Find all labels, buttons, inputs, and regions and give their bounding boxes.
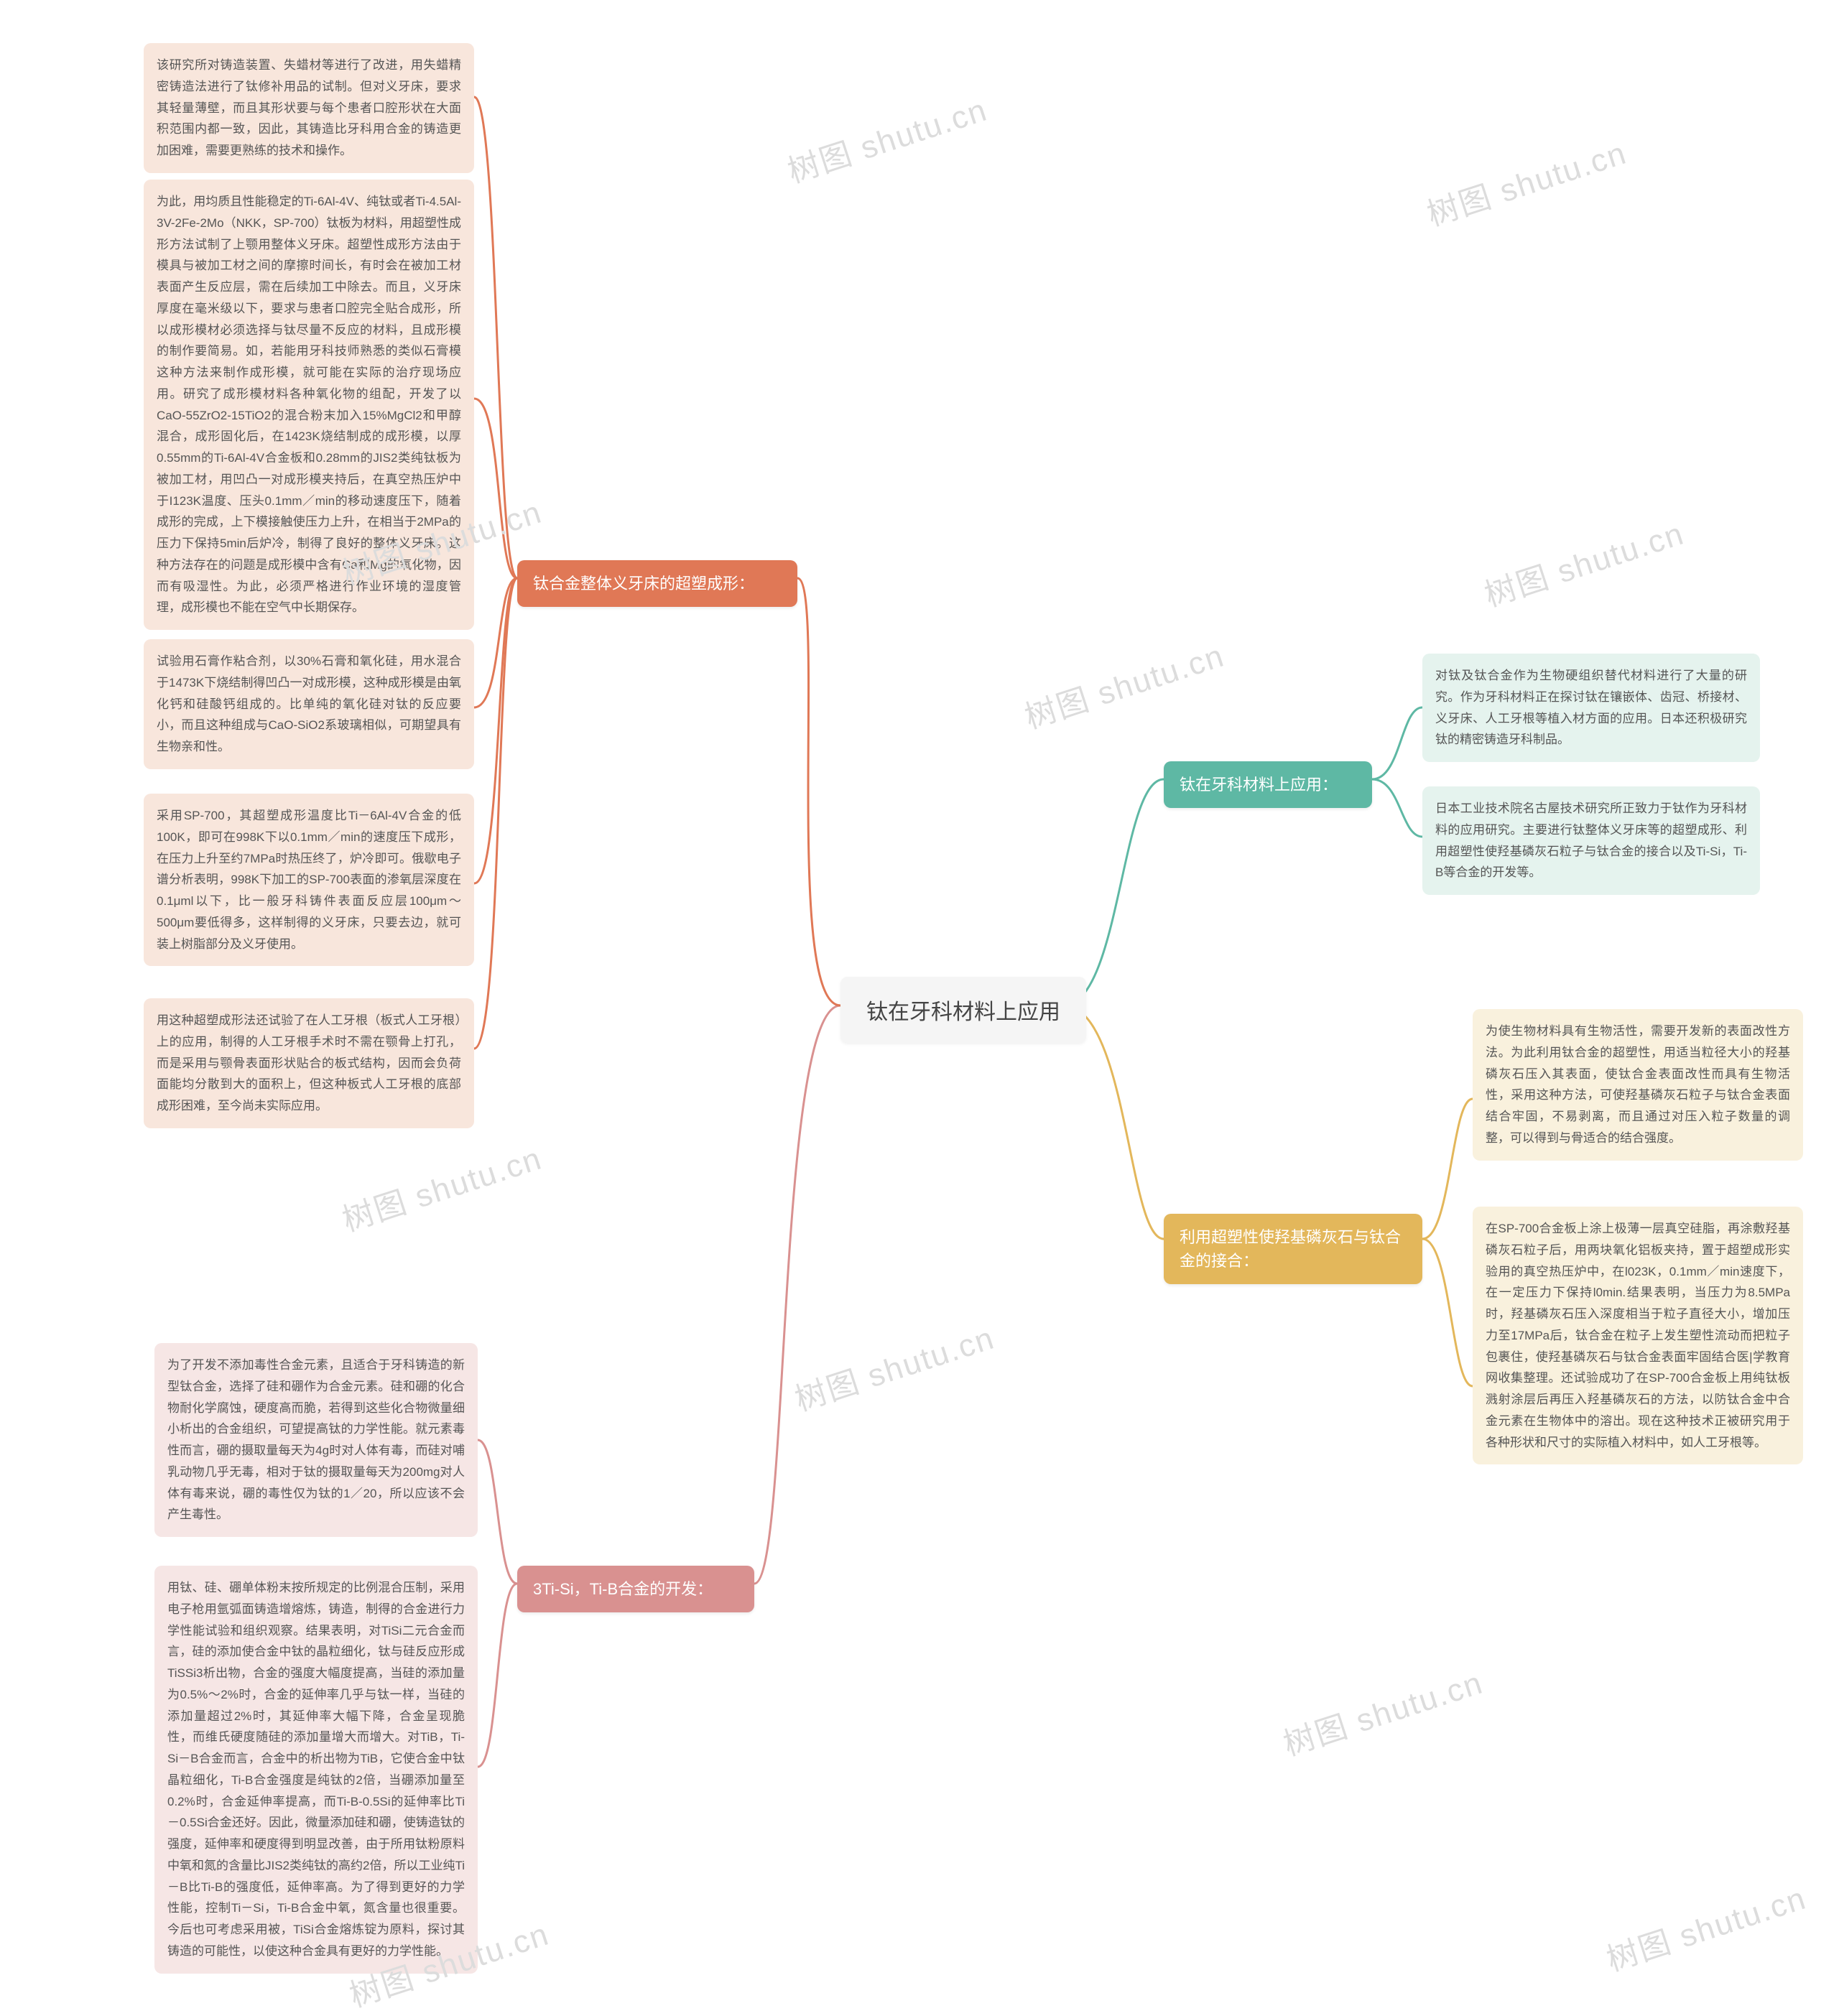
leaf-b4-3: 采用SP-700，其超塑成形温度比Ti－6Al-4V合金的低100K，即可在99… — [144, 794, 474, 966]
watermark: 树图 shutu.cn — [1600, 1872, 1811, 1980]
watermark: 树图 shutu.cn — [1277, 1657, 1488, 1765]
center-node: 钛在牙科材料上应用 — [840, 977, 1086, 1043]
leaf-b2-1: 在SP-700合金板上涂上极薄一层真空硅脂，再涂敷羟基磷灰石粒子后，用两块氧化铝… — [1473, 1207, 1803, 1464]
watermark: 树图 shutu.cn — [1018, 630, 1229, 738]
leaf-b4-0: 该研究所对铸造装置、失蜡材等进行了改进，用失蜡精密铸造法进行了钛修补用品的试制。… — [144, 43, 474, 173]
leaf-b4-1: 为此，用均质且性能稳定的Ti-6Al-4V、纯钛或者Ti-4.5Al-3V-2F… — [144, 180, 474, 630]
watermark: 树图 shutu.cn — [1420, 127, 1631, 235]
leaf-b3-0: 为了开发不添加毒性合金元素，且适合于牙科铸造的新型钛合金，选择了硅和硼作为合金元… — [154, 1343, 478, 1537]
leaf-b2-0: 为使生物材料具有生物活性，需要开发新的表面改性方法。为此利用钛合金的超塑性，用适… — [1473, 1009, 1803, 1161]
branch-titanium-dental: 钛在牙科材料上应用： — [1164, 761, 1372, 808]
leaf-b1-0: 对钛及钛合金作为生物硬组织替代材料进行了大量的研究。作为牙科材料正在探讨钛在镶嵌… — [1422, 654, 1760, 762]
leaf-b4-4: 用这种超塑成形法还试验了在人工牙根（板式人工牙根）上的应用，制得的人工牙根手术时… — [144, 998, 474, 1128]
leaf-b3-1: 用钛、硅、硼单体粉末按所规定的比例混合压制，采用电子枪用氩弧面铸造增熔炼，铸造，… — [154, 1566, 478, 1974]
mindmap-canvas: 钛在牙科材料上应用 钛在牙科材料上应用： 对钛及钛合金作为生物硬组织替代材料进行… — [0, 0, 1839, 1999]
leaf-b1-1: 日本工业技术院名古屋技术研究所正致力于钛作为牙科材料的应用研究。主要进行钛整体义… — [1422, 786, 1760, 895]
branch-ti-si-b: 3Ti-Si，Ti-B合金的开发： — [517, 1566, 754, 1612]
watermark: 树图 shutu.cn — [1478, 508, 1689, 616]
watermark: 树图 shutu.cn — [335, 1133, 547, 1240]
leaf-b4-2: 试验用石膏作粘合剂，以30%石膏和氧化硅，用水混合于1473K下烧结制得凹凸一对… — [144, 639, 474, 769]
watermark: 树图 shutu.cn — [788, 1312, 999, 1420]
branch-hydroxyapatite: 利用超塑性使羟基磷灰石与钛合金的接合： — [1164, 1214, 1422, 1284]
branch-superplastic: 钛合金整体义牙床的超塑成形： — [517, 560, 797, 607]
watermark: 树图 shutu.cn — [781, 84, 992, 192]
